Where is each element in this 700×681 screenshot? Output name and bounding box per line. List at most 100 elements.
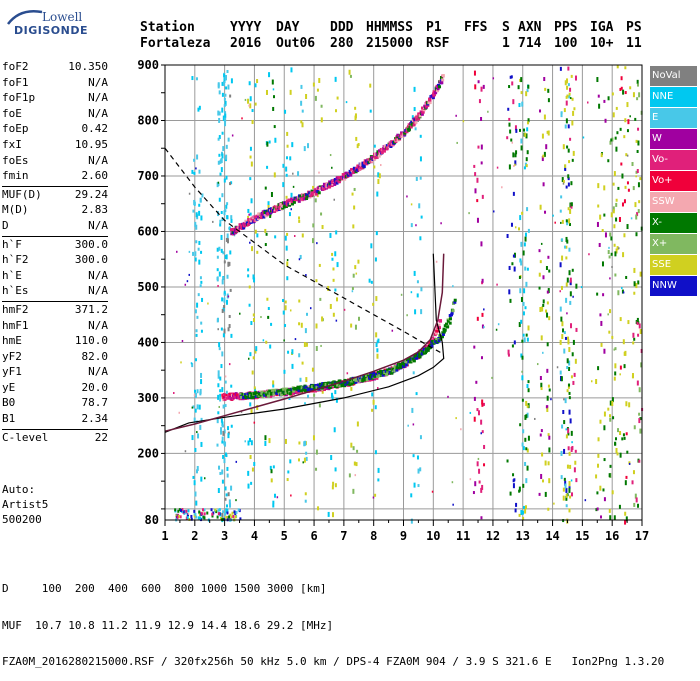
noise-pixel xyxy=(569,202,572,208)
noise-pixel xyxy=(571,120,574,126)
noise-pixel xyxy=(299,254,302,259)
noise-pixel xyxy=(571,492,574,497)
noise-pixel xyxy=(560,195,563,199)
param-separator xyxy=(2,185,108,187)
noise-pixel xyxy=(600,515,603,519)
noise-pixel xyxy=(350,323,353,328)
multihop-trace-pixel xyxy=(278,204,282,208)
noise-pixel xyxy=(416,293,419,298)
noise-pixel xyxy=(548,478,551,484)
noise-pixel xyxy=(639,271,642,277)
multihop-trace-pixel xyxy=(405,130,409,134)
multihop-trace-pixel xyxy=(383,144,387,148)
noise-pixel xyxy=(456,141,458,144)
noise-pixel xyxy=(565,256,568,260)
noise-pixel xyxy=(519,258,522,263)
noise-pixel xyxy=(223,73,226,78)
noise-pixel xyxy=(222,404,225,409)
noise-pixel xyxy=(481,324,484,329)
noise-pixel xyxy=(312,82,315,87)
noise-pixel xyxy=(247,208,250,213)
noise-pixel xyxy=(272,500,275,504)
multihop-trace-pixel xyxy=(436,87,440,91)
multihop-trace-pixel xyxy=(375,155,379,159)
param-row: foE N/A xyxy=(2,107,108,123)
noise-pixel xyxy=(636,149,639,153)
noise-pixel xyxy=(285,166,288,172)
x-trace-pixel xyxy=(399,365,403,369)
noise-pixel xyxy=(198,510,201,514)
noise-pixel xyxy=(225,390,228,396)
noise-pixel xyxy=(540,387,543,391)
multihop-trace-pixel xyxy=(342,173,346,177)
multihop-trace-pixel xyxy=(257,215,261,219)
multihop-trace-pixel xyxy=(278,207,282,211)
hdr-label: HHMMSS xyxy=(366,20,413,35)
noise-pixel xyxy=(191,76,194,81)
noise-pixel xyxy=(506,136,509,140)
noise-pixel xyxy=(546,301,549,305)
auto-version: 500200 xyxy=(2,513,42,526)
noise-pixel xyxy=(523,128,526,132)
noise-pixel xyxy=(462,120,465,123)
model-curves xyxy=(164,147,445,433)
param-row: MUF(D) 29.24 xyxy=(2,188,108,204)
param-row: hmF2 371.2 xyxy=(2,303,108,319)
legend-item: SSW xyxy=(650,192,697,212)
noise-pixel xyxy=(223,78,226,84)
param-key: MUF(D) xyxy=(2,187,42,201)
noise-pixel xyxy=(235,499,237,502)
noise-pixel xyxy=(638,200,641,204)
noise-pixel xyxy=(614,251,617,257)
multihop-trace-pixel xyxy=(376,150,380,154)
param-key: yE xyxy=(2,380,16,394)
noise-pixel xyxy=(568,486,571,490)
noise-pixel xyxy=(534,417,536,420)
noise-pixel xyxy=(272,106,275,111)
noise-pixel xyxy=(313,393,316,397)
multihop-trace-pixel xyxy=(432,90,436,94)
x-trace-pixel xyxy=(281,390,285,394)
noise-pixel xyxy=(560,285,563,290)
noise-pixel xyxy=(564,480,567,486)
noise-pixel xyxy=(545,405,548,409)
noise-pixel xyxy=(336,297,339,302)
noise-pixel xyxy=(521,211,524,215)
x-trace-pixel xyxy=(446,319,450,323)
x-trace-pixel xyxy=(401,365,405,369)
noise-pixel xyxy=(440,222,442,225)
noise-pixel xyxy=(547,98,550,103)
noise-pixel xyxy=(474,172,477,177)
noise-pixel xyxy=(267,315,270,319)
noise-pixel xyxy=(226,274,229,279)
noise-pixel xyxy=(220,364,223,369)
noise-pixel xyxy=(525,133,528,139)
noise-pixel xyxy=(221,512,224,517)
noise-pixel xyxy=(508,164,511,170)
noise-pixel xyxy=(219,159,222,164)
noise-pixel xyxy=(226,215,229,220)
noise-pixel xyxy=(526,384,529,389)
noise-pixel xyxy=(206,511,209,515)
noise-pixel xyxy=(226,202,229,206)
multihop-trace-pixel xyxy=(314,192,318,196)
multihop-trace-pixel xyxy=(349,172,353,176)
noise-pixel xyxy=(335,109,338,113)
x-trace-pixel xyxy=(404,360,408,364)
noise-pixel xyxy=(194,513,197,517)
param-key: foE xyxy=(2,106,22,120)
noise-pixel xyxy=(249,155,252,159)
x-trace-pixel xyxy=(246,392,250,396)
noise-pixel xyxy=(574,460,577,465)
noise-pixel xyxy=(178,508,181,512)
noise-pixel xyxy=(619,127,622,131)
x-trace-pixel xyxy=(365,373,369,377)
noise-pixel xyxy=(569,97,572,100)
noise-pixel xyxy=(615,202,618,207)
noise-pixel xyxy=(497,323,500,326)
noise-pixel xyxy=(514,160,517,166)
multihop-trace-pixel xyxy=(299,194,303,198)
noise-pixel xyxy=(228,515,231,519)
multihop-trace-pixel xyxy=(247,217,251,221)
x-trace-pixel xyxy=(348,381,352,385)
